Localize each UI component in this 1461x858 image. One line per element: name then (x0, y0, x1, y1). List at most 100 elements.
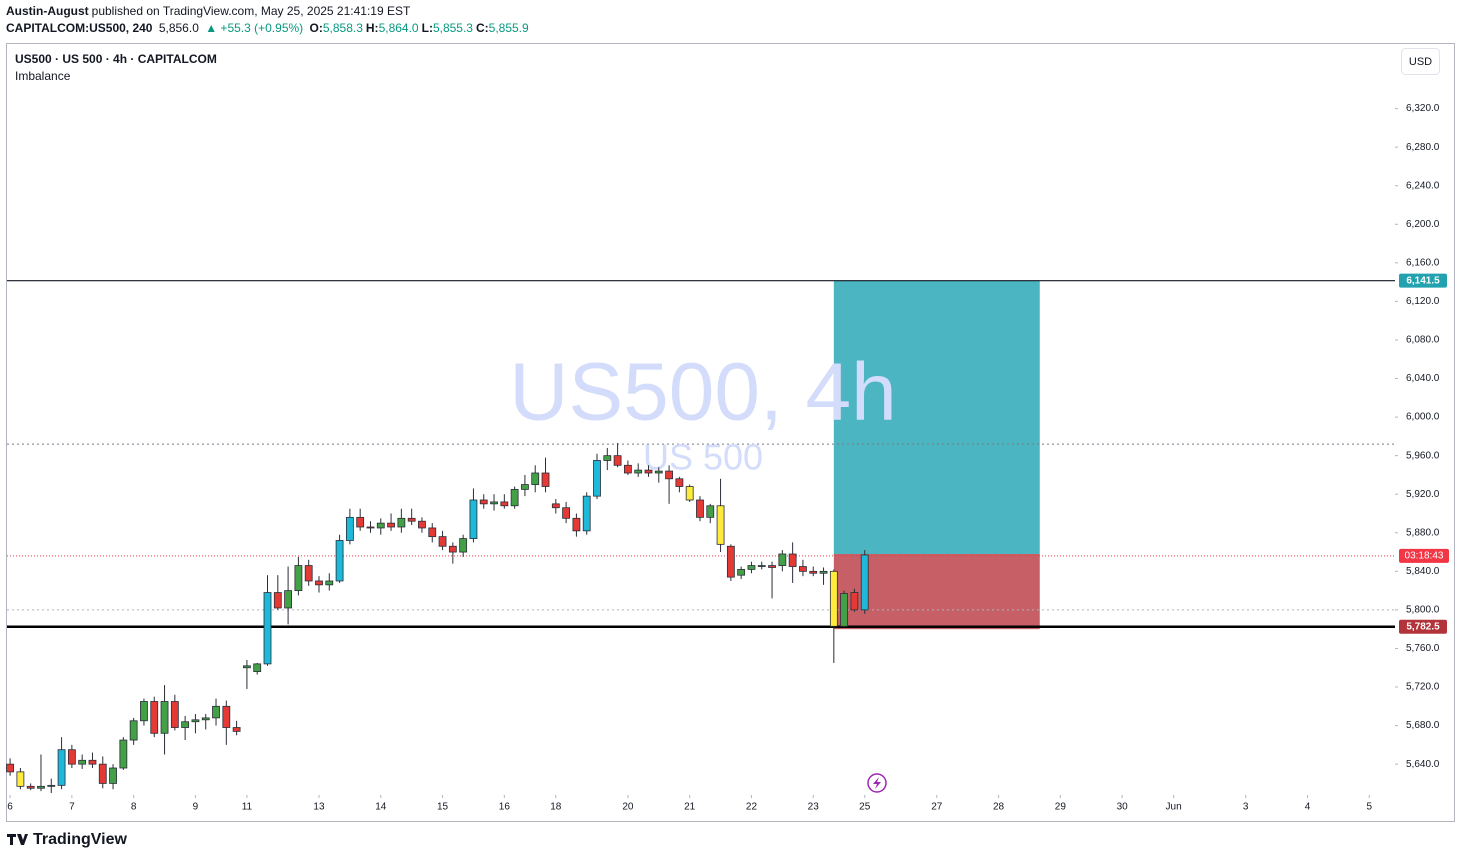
candle-body (788, 553, 797, 567)
candle-body (521, 484, 529, 490)
logo-icon (7, 834, 28, 845)
candle-body (685, 486, 694, 501)
candle-body (304, 565, 313, 582)
x-tick-label: 11 (242, 802, 253, 813)
candle-body (448, 545, 457, 553)
candle-body (222, 705, 231, 728)
target-zone (833, 280, 1040, 554)
candle-body (88, 759, 97, 765)
x-tick-label: 22 (746, 802, 758, 813)
candle-body (16, 771, 25, 787)
y-tick-label: 6,080.0 (1406, 335, 1440, 346)
countdown: 03:18:43 (1405, 551, 1444, 562)
candle-body (212, 705, 220, 719)
event-icon[interactable] (867, 773, 887, 793)
candle-body (510, 488, 519, 507)
ohlc-key: O: (309, 21, 323, 35)
x-tick-label: 8 (131, 802, 137, 813)
candle-body (675, 478, 684, 487)
y-tick-label: 6,240.0 (1406, 180, 1440, 191)
candle-body (829, 570, 838, 627)
candle-body (119, 739, 128, 769)
y-tick-label: 5,680.0 (1406, 720, 1440, 731)
candle-body (768, 565, 776, 568)
y-tick-label: 6,320.0 (1406, 103, 1440, 114)
candle-body (376, 522, 385, 529)
candle-body (273, 592, 282, 609)
candle-body (726, 545, 735, 578)
candle-body (418, 520, 426, 529)
frame (6, 43, 1455, 822)
candle-body (129, 720, 138, 741)
candle-body (819, 570, 828, 574)
candle-body (243, 665, 251, 669)
candle-body (263, 592, 272, 665)
candle-body (459, 538, 468, 553)
publish-line: Austin-August published on TradingView.co… (6, 4, 413, 18)
candle-body (47, 784, 56, 787)
candle-body (366, 526, 375, 529)
x-tick-label: 20 (622, 802, 634, 813)
candle-body (593, 460, 601, 497)
candle-body (469, 499, 478, 539)
candle-body (500, 501, 509, 507)
candle-body (809, 570, 818, 574)
x-tick-label: 6 (7, 802, 13, 813)
x-tick-label: 15 (437, 802, 449, 813)
currency[interactable]: USD (1409, 56, 1432, 68)
x-tick-label: 14 (375, 802, 387, 813)
y-tick-label: 6,160.0 (1406, 257, 1440, 268)
candle-body (479, 499, 488, 505)
candle-body (778, 553, 787, 566)
candle-body (737, 569, 746, 576)
y-tick-label: 6,040.0 (1406, 373, 1440, 384)
candle-body (623, 464, 632, 474)
watermark: US500, 4h (509, 347, 897, 438)
level-label: 5,782.5 (1406, 621, 1440, 632)
candle-body (716, 505, 725, 545)
change: ▲ +55.3 (+0.95%) (205, 21, 304, 35)
x-tick-label: 25 (859, 802, 871, 813)
candle-body (181, 721, 190, 728)
candle-body (603, 455, 612, 461)
x-tick-label: 4 (1305, 802, 1311, 813)
candle-body (428, 527, 437, 538)
x-tick-label: 23 (808, 802, 820, 813)
candle-body (294, 565, 303, 592)
candle-body (407, 517, 416, 522)
candle-body (37, 785, 45, 789)
ohlc-value: 5,855.9 (488, 21, 529, 35)
candle-body (490, 501, 498, 505)
x-tick-label: 28 (993, 802, 1005, 813)
ohlc-key: L: (421, 21, 433, 35)
y-tick-label: 5,960.0 (1406, 450, 1440, 461)
candle-body (67, 749, 76, 765)
candle-body (541, 472, 550, 487)
x-tick-label: 18 (550, 802, 562, 813)
candle-body (191, 719, 200, 723)
x-tick-label: Jun (1166, 802, 1182, 813)
author: Austin-August (6, 4, 89, 18)
y-tick-label: 5,840.0 (1406, 566, 1440, 577)
y-tick-label: 6,120.0 (1406, 296, 1440, 307)
chart-title: US500 · US 500 · 4h · CAPITALCOM (15, 52, 217, 66)
currency-button[interactable] (1401, 48, 1440, 75)
x-tick-label: 5 (1366, 802, 1372, 813)
x-tick-label: 13 (313, 802, 325, 813)
candle-body (572, 517, 581, 532)
x-tick-label: 3 (1243, 802, 1249, 813)
event-bolt (873, 777, 881, 789)
candle-body (665, 470, 673, 480)
candle-body (335, 540, 344, 582)
y-tick-label: 5,880.0 (1406, 527, 1440, 538)
y-tick-label: 6,280.0 (1406, 142, 1440, 153)
candle-body (160, 701, 169, 734)
level-label: 6,141.5 (1406, 275, 1440, 286)
candle-body (150, 701, 159, 734)
candle-body (57, 749, 66, 786)
candle-body (747, 565, 756, 570)
candle-body (799, 566, 807, 572)
candle-body (387, 522, 395, 528)
